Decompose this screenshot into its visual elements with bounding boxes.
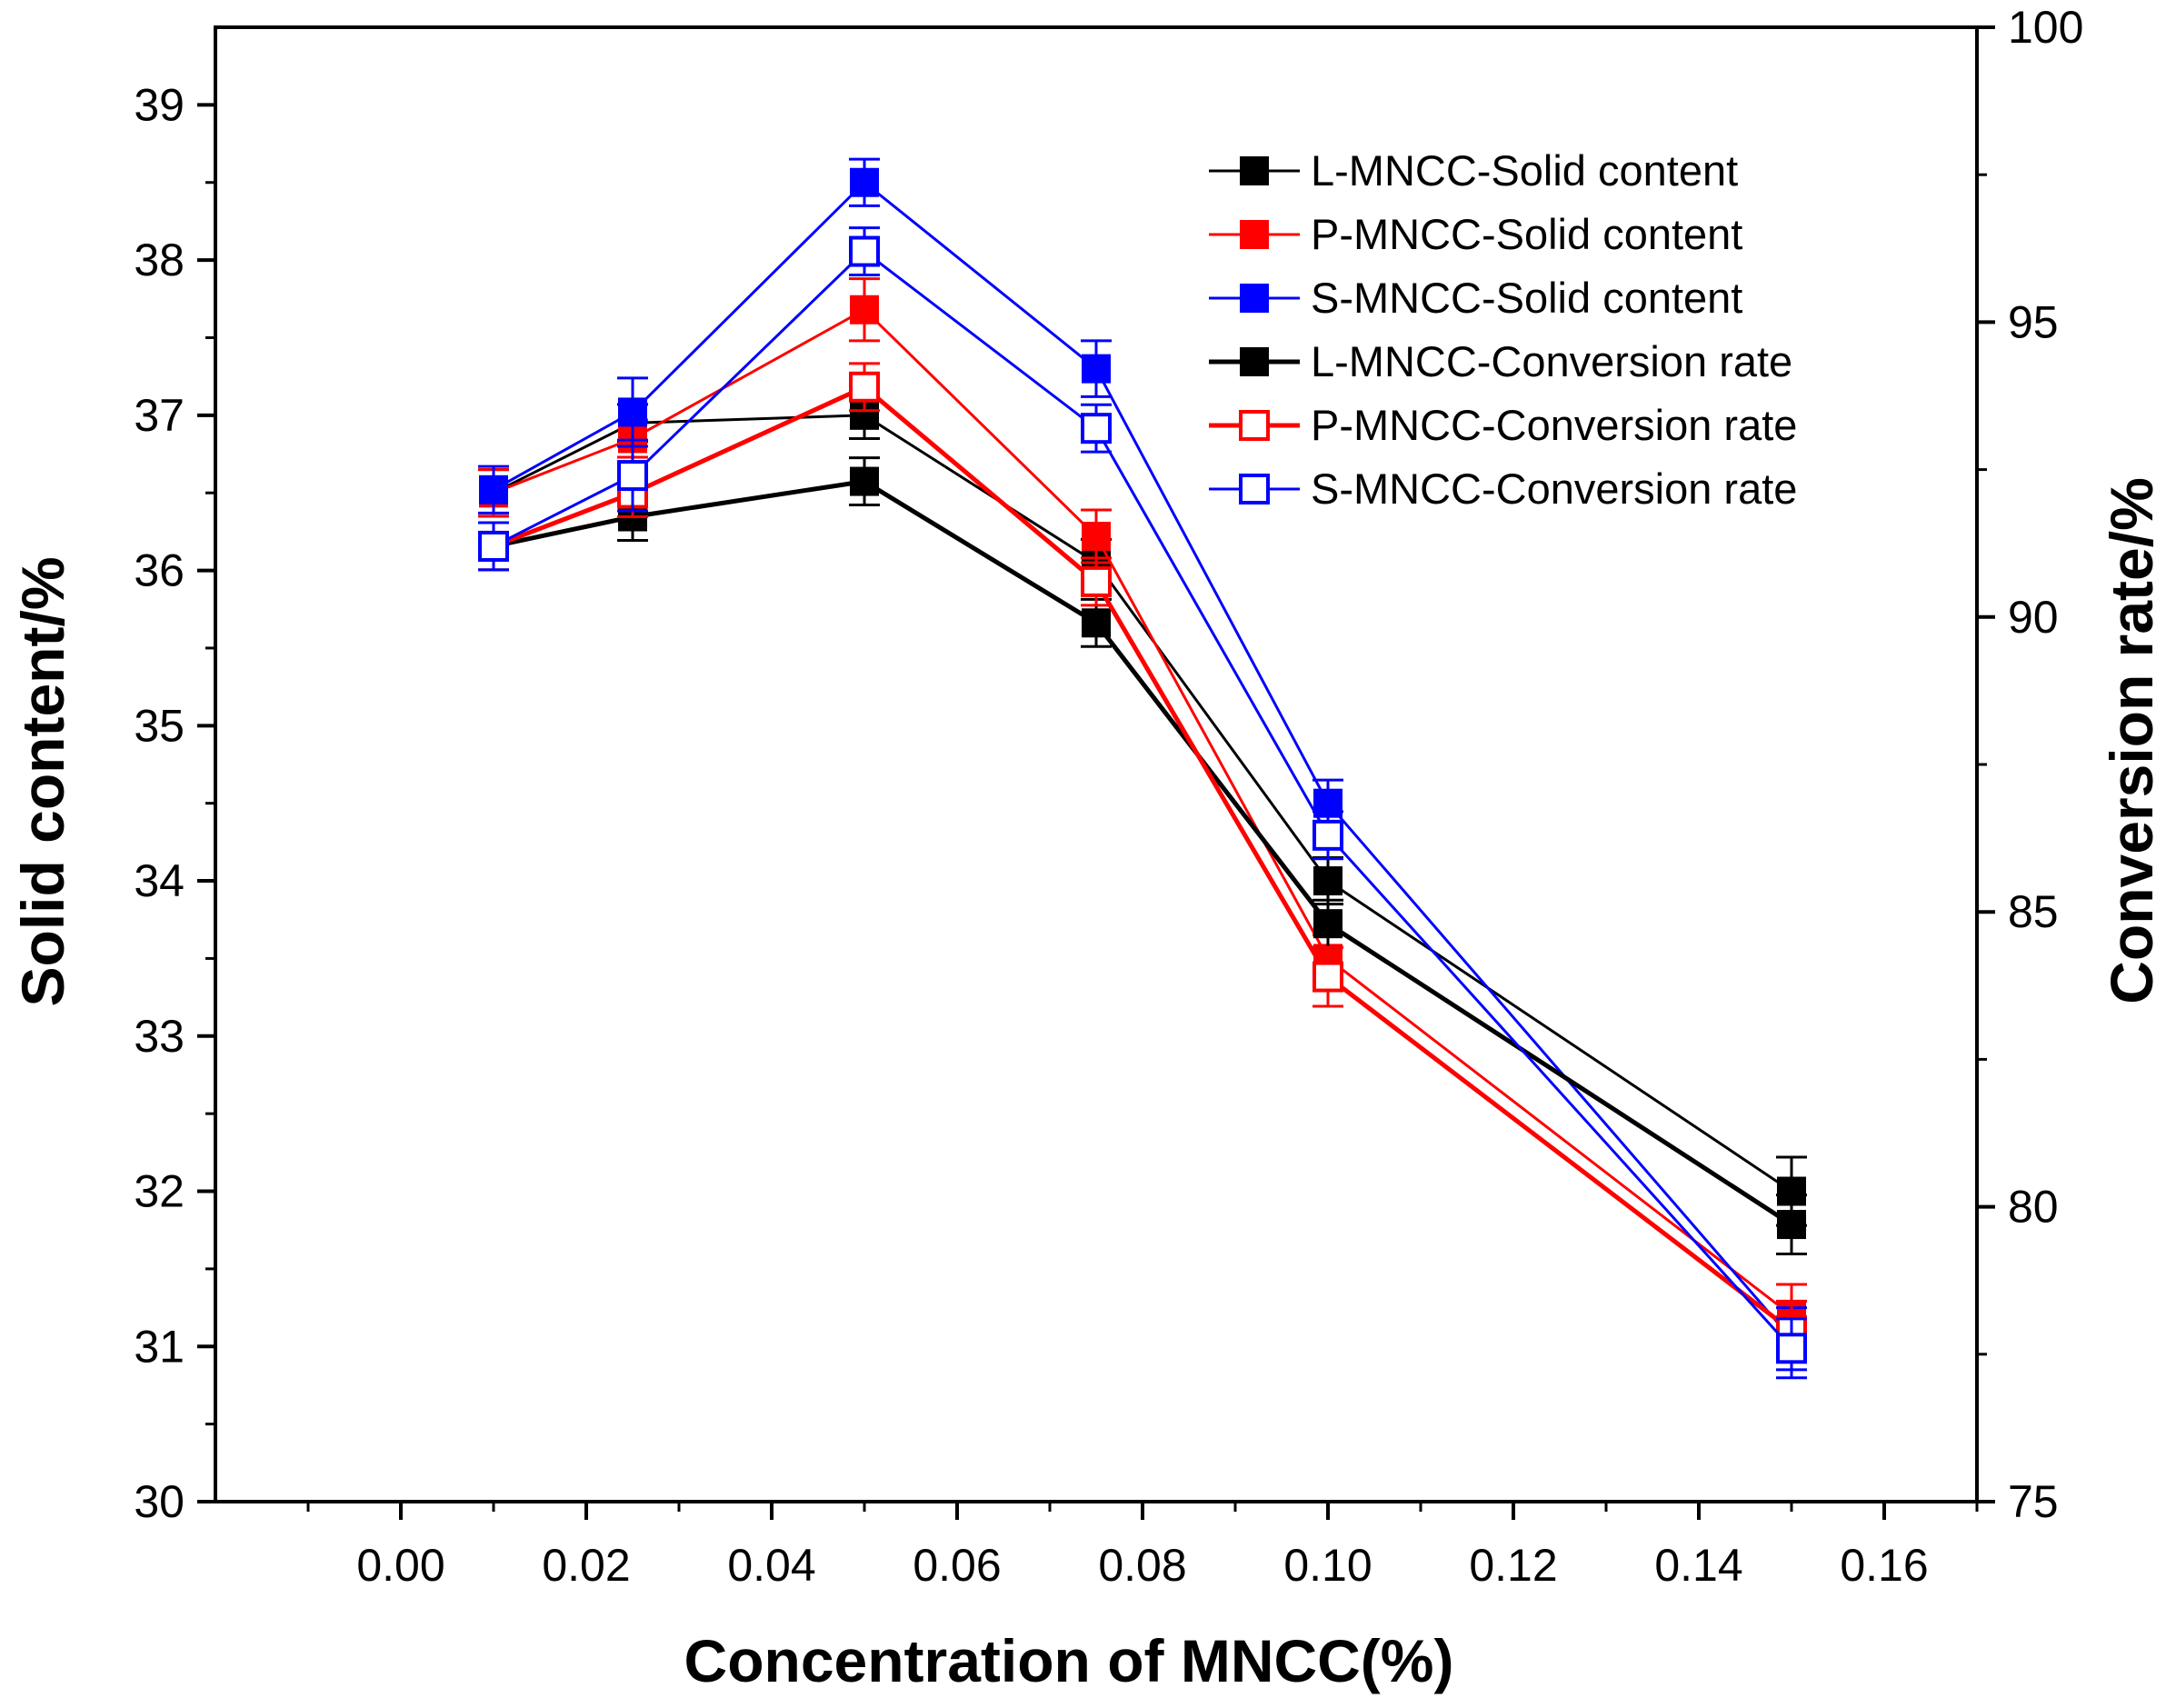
legend-label: P-MNCC-Solid content bbox=[1311, 210, 1742, 258]
data-point bbox=[850, 167, 879, 197]
data-point bbox=[1082, 522, 1111, 552]
y2-tick-label: 95 bbox=[2008, 296, 2059, 347]
data-point bbox=[1777, 1210, 1806, 1240]
data-point bbox=[478, 530, 509, 562]
y-tick-label: 32 bbox=[134, 1166, 185, 1217]
y2-tick-label: 100 bbox=[2008, 2, 2083, 53]
legend-label: L-MNCC-Conversion rate bbox=[1311, 337, 1792, 385]
y-tick-label: 33 bbox=[134, 1011, 185, 1062]
x-tick-label: 0.16 bbox=[1840, 1540, 1928, 1591]
legend-marker bbox=[1240, 156, 1269, 185]
x-tick-label: 0.08 bbox=[1098, 1540, 1186, 1591]
y2-tick-label: 80 bbox=[2008, 1182, 2059, 1233]
y2-axis-title: Conversion rate/% bbox=[2098, 477, 2165, 1004]
legend-label: S-MNCC-Solid content bbox=[1311, 274, 1742, 322]
series-l-mncc-solid-content bbox=[478, 390, 1807, 1227]
series-l-mncc-conversion-rate bbox=[478, 456, 1807, 1256]
series-line bbox=[493, 307, 1792, 1317]
x-tick-label: 0.04 bbox=[727, 1540, 815, 1591]
data-point bbox=[617, 460, 648, 492]
data-point bbox=[1313, 866, 1343, 896]
y-tick-label: 30 bbox=[134, 1476, 185, 1527]
data-point bbox=[1082, 608, 1111, 638]
series-layer bbox=[478, 157, 1807, 1380]
data-point bbox=[1081, 413, 1112, 444]
legend-marker bbox=[1240, 284, 1269, 313]
x-tick-label: 0.00 bbox=[356, 1540, 444, 1591]
y-tick-label: 37 bbox=[134, 390, 185, 441]
y-tick-label: 34 bbox=[134, 855, 185, 906]
data-point bbox=[850, 295, 879, 325]
legend-label: L-MNCC-Solid content bbox=[1311, 146, 1738, 195]
legend-item: L-MNCC-Solid content bbox=[1209, 146, 1738, 195]
data-point bbox=[850, 466, 879, 496]
data-point bbox=[1081, 565, 1112, 597]
legend-item: P-MNCC-Solid content bbox=[1209, 210, 1742, 258]
data-point bbox=[849, 235, 880, 267]
y-tick-label: 31 bbox=[134, 1321, 185, 1372]
series-line bbox=[493, 478, 1793, 1227]
x-tick-label: 0.12 bbox=[1469, 1540, 1557, 1591]
data-point bbox=[1313, 819, 1343, 851]
y2-tick-label: 90 bbox=[2008, 592, 2059, 643]
x-axis: 0.00 0.02 0.04 0.06 0.08 0.10 0.12 0.14 0.16 bbox=[306, 1502, 1979, 1591]
y2-tick-label: 85 bbox=[2008, 886, 2059, 937]
x-tick-label: 0.14 bbox=[1654, 1540, 1742, 1591]
series-line bbox=[493, 180, 1793, 1340]
y-tick-label: 36 bbox=[134, 545, 185, 596]
legend-marker bbox=[1240, 347, 1269, 376]
y-axis-title: Solid content/% bbox=[9, 557, 76, 1007]
legend-marker bbox=[1239, 474, 1270, 504]
legend: L-MNCC-Solid content P-MNCC-Solid content… bbox=[1209, 146, 1797, 513]
data-point bbox=[1313, 909, 1343, 939]
x-tick-label: 0.10 bbox=[1283, 1540, 1372, 1591]
y2-tick-label: 75 bbox=[2008, 1476, 2059, 1527]
series-line bbox=[493, 249, 1793, 1350]
legend-item: P-MNCC-Conversion rate bbox=[1209, 401, 1797, 449]
legend-marker bbox=[1240, 220, 1269, 249]
x-tick-label: 0.02 bbox=[542, 1540, 630, 1591]
data-point bbox=[1082, 354, 1111, 384]
data-point bbox=[1313, 961, 1343, 993]
series-line bbox=[493, 414, 1792, 1193]
legend-item: S-MNCC-Solid content bbox=[1209, 274, 1742, 322]
series-p-mncc-conversion-rate bbox=[478, 362, 1807, 1362]
legend-item: L-MNCC-Conversion rate bbox=[1209, 337, 1792, 385]
data-point bbox=[618, 397, 647, 427]
data-point bbox=[1776, 1333, 1807, 1364]
y-tick-label: 35 bbox=[134, 700, 185, 751]
legend-label: P-MNCC-Conversion rate bbox=[1311, 401, 1797, 449]
series-s-mncc-conversion-rate bbox=[478, 226, 1807, 1380]
y-right-axis: 75 80 85 90 95 100 bbox=[1977, 2, 2083, 1527]
y-left-axis: 30 31 32 33 34 35 36 37 38 39 bbox=[134, 79, 215, 1527]
legend-label: S-MNCC-Conversion rate bbox=[1311, 464, 1797, 513]
y-tick-label: 39 bbox=[134, 79, 185, 130]
data-point bbox=[479, 474, 508, 504]
data-point bbox=[849, 371, 880, 403]
x-tick-label: 0.06 bbox=[913, 1540, 1001, 1591]
legend-marker bbox=[1239, 410, 1270, 441]
legend-item: S-MNCC-Conversion rate bbox=[1209, 464, 1797, 513]
series-line bbox=[493, 384, 1793, 1333]
x-axis-title: Concentration of MNCC(%) bbox=[684, 1627, 1454, 1694]
y-tick-label: 38 bbox=[134, 235, 185, 285]
